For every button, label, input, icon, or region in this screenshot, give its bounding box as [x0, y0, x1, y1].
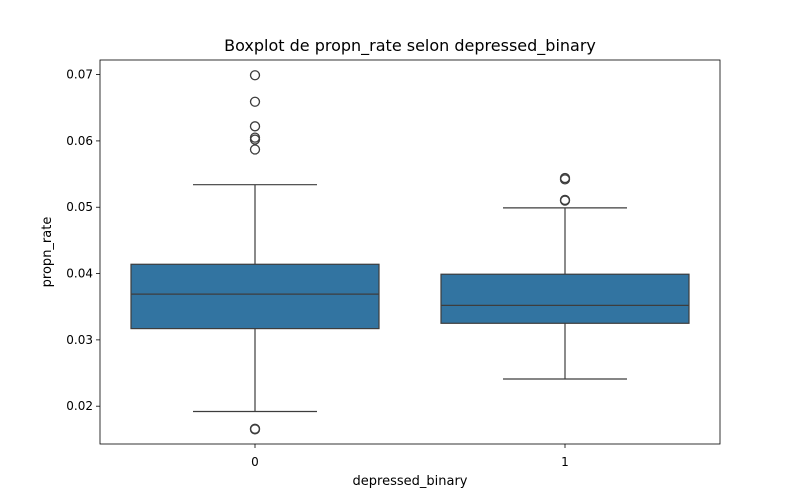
outlier-point — [249, 424, 261, 435]
outlier-point — [249, 144, 261, 155]
y-axis-label: propn_rate — [40, 217, 55, 288]
iqr-box — [130, 263, 380, 330]
outlier-point — [559, 195, 571, 206]
outlier-point — [249, 70, 261, 81]
y-tick-label: 0.04 — [66, 267, 93, 281]
y-tick-label: 0.03 — [66, 333, 93, 347]
y-axis: 0.02 0.03 0.04 0.05 0.06 0.07 — [66, 68, 100, 413]
x-axis-label: depressed_binary — [353, 474, 468, 489]
box-group — [440, 172, 690, 380]
iqr-box — [440, 273, 690, 324]
x-tick-label: 1 — [561, 455, 569, 469]
y-tick-label: 0.07 — [66, 68, 93, 82]
plot-frame — [99, 59, 721, 445]
plot-marks — [130, 70, 690, 435]
outlier-point — [559, 174, 571, 185]
y-tick-label: 0.02 — [66, 399, 93, 413]
box-group — [130, 70, 380, 435]
outlier-point — [249, 134, 261, 145]
outlier-point — [249, 96, 261, 107]
y-tick-label: 0.05 — [66, 200, 93, 214]
y-tick-label: 0.06 — [66, 134, 93, 148]
outlier-point — [249, 121, 261, 132]
x-tick-label: 0 — [251, 455, 259, 469]
chart-title: Boxplot de propn_rate selon depressed_bi… — [224, 36, 596, 56]
